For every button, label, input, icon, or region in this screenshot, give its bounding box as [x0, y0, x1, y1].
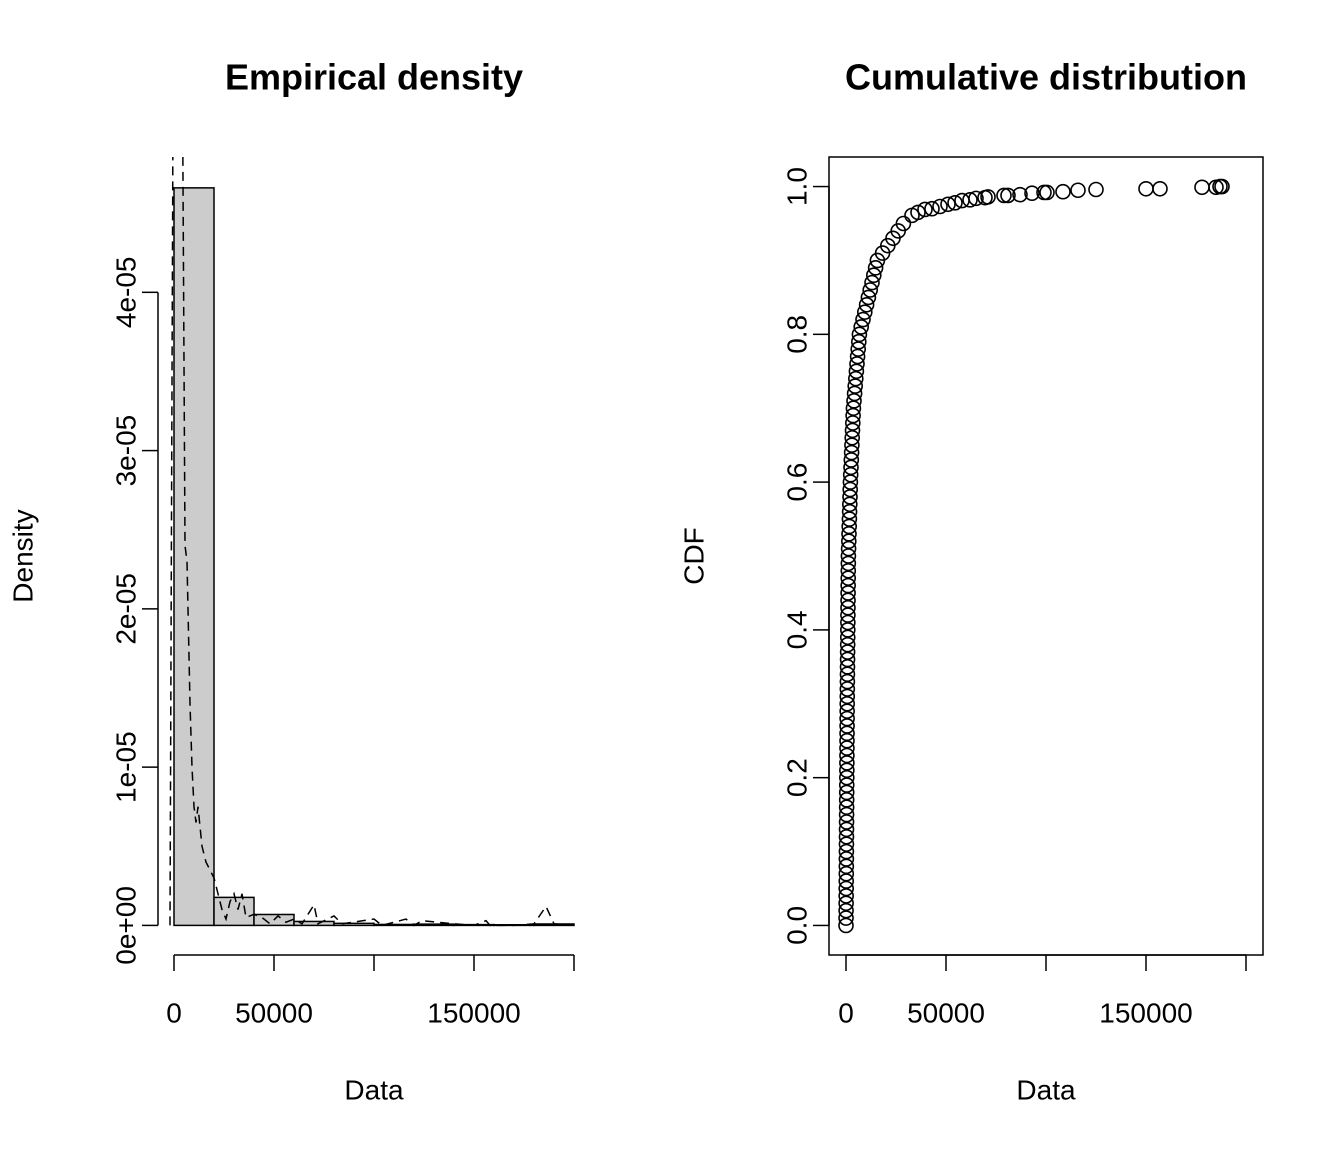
x-axis-label: Data	[1016, 1074, 1076, 1105]
y-tick-label: 1.0	[781, 167, 812, 206]
cdf-point	[940, 196, 956, 213]
cdf-point	[844, 422, 861, 439]
cdf-point	[1194, 179, 1210, 196]
x-tick-label: 50000	[235, 997, 313, 1028]
cdf-point	[865, 267, 882, 284]
y-tick-label: 0.8	[781, 315, 812, 354]
y-tick-label: 0.2	[781, 758, 812, 797]
cdf-point	[842, 466, 859, 483]
y-tick-label: 0.0	[781, 906, 812, 945]
y-tick-label: 2e-05	[110, 573, 141, 645]
cdf-point	[968, 190, 984, 207]
cdf-point	[850, 341, 867, 357]
cdf-point	[849, 348, 866, 365]
cdf-point	[855, 311, 871, 328]
cdf-point	[853, 319, 870, 335]
cdf-point	[1088, 181, 1104, 198]
cdf-point	[1024, 185, 1040, 202]
plot-box	[828, 156, 1264, 956]
cdf-point	[845, 400, 862, 417]
x-tick-label: 0	[838, 997, 854, 1028]
cdf-point	[996, 187, 1012, 204]
histogram-bar	[413, 923, 455, 927]
density-line	[169, 157, 575, 927]
cdf-point	[860, 289, 877, 306]
y-axis-label: CDF	[678, 527, 709, 585]
y-tick-label: 3e-05	[110, 415, 141, 487]
cdf-point	[843, 444, 860, 461]
histogram-bar	[333, 922, 375, 927]
cdf-point	[1055, 183, 1071, 200]
cdf-point	[849, 356, 865, 372]
cdf-point	[895, 215, 912, 232]
cdf-point	[851, 326, 868, 343]
cdf-point	[845, 407, 861, 424]
cdf-point	[842, 474, 859, 490]
cdf-point	[867, 260, 884, 276]
cdf-point	[847, 370, 864, 387]
histogram-bar	[373, 923, 415, 927]
y-tick-label: 1e-05	[110, 731, 141, 803]
cdf-point	[844, 415, 861, 431]
x-tick-label: 0	[166, 997, 182, 1028]
cdf-point	[846, 393, 862, 409]
cdf-point	[947, 195, 963, 211]
cdf-point	[962, 192, 978, 208]
cdf-point	[850, 333, 867, 350]
cdf-point	[847, 378, 864, 394]
y-tick-label: 0.6	[781, 463, 812, 502]
y-axis-label: Density	[7, 509, 38, 602]
cdf-point	[1012, 186, 1028, 203]
cdf-point	[1152, 180, 1168, 197]
cdf-point	[843, 452, 860, 468]
cdf-point	[844, 437, 860, 453]
cdf-point	[1039, 184, 1055, 201]
x-tick-label: 50000	[907, 997, 985, 1028]
cdf-point	[843, 459, 859, 476]
chart-title: Cumulative distribution	[845, 57, 1247, 98]
cdf-point	[856, 304, 873, 320]
cdf-point	[917, 201, 933, 218]
cdf-point	[844, 429, 861, 446]
cdf-point	[862, 282, 879, 298]
cdf-point	[1070, 182, 1086, 199]
cdf-point	[858, 296, 875, 313]
x-tick-label: 150000	[1099, 997, 1192, 1028]
cdf-point	[924, 200, 940, 217]
cdf-point	[980, 189, 996, 205]
cdf-point	[848, 363, 865, 380]
cdf-point	[1000, 187, 1016, 204]
chart-title: Empirical density	[225, 57, 523, 98]
y-tick-label: 0.4	[781, 610, 812, 649]
panel: Cumulative distribution Data CDF 0.0 0.2 0.4 0…	[678, 57, 1264, 1105]
cdf-point	[1138, 180, 1154, 197]
y-tick-label: 0e+00	[110, 886, 141, 965]
cdf-point	[846, 385, 863, 402]
cdf-point	[864, 274, 880, 291]
x-tick-label: 150000	[427, 997, 520, 1028]
cdf-point	[910, 204, 926, 221]
y-tick-label: 4e-05	[110, 257, 141, 329]
cdf-point	[932, 198, 948, 215]
panel: Empirical density Data Density 0e+00 1e-05 2e…	[7, 57, 575, 1105]
histogram-bar	[173, 187, 215, 927]
x-axis-label: Data	[344, 1074, 404, 1105]
cdf-point	[1214, 178, 1230, 195]
